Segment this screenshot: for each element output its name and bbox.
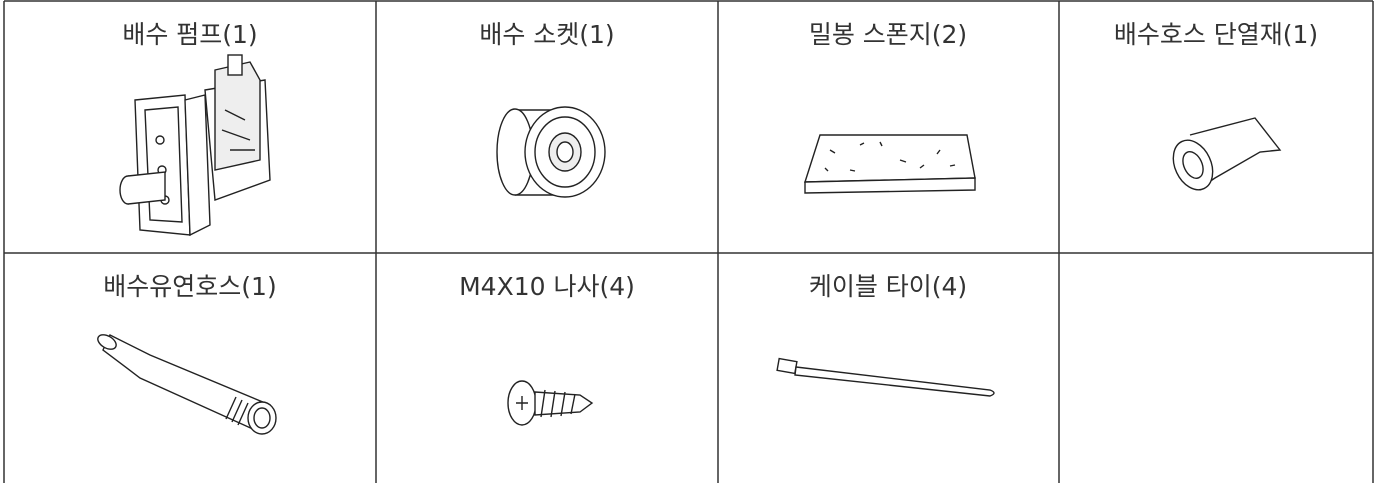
cell-label: M4X10 나사(4) <box>459 272 635 301</box>
sealing-sponge-image <box>804 134 976 194</box>
flexible-hose-image <box>97 334 277 435</box>
table-grid <box>3 0 1374 483</box>
drain-socket-image <box>496 106 606 198</box>
cell-label: 배수유연호스(1) <box>103 272 276 301</box>
cell-label: 배수 펌프(1) <box>122 20 257 49</box>
cell-label: 배수호스 단열재(1) <box>1114 20 1318 49</box>
cell-label: 배수 소켓(1) <box>479 20 614 49</box>
hose-insulation-image <box>1172 117 1282 191</box>
cable-tie-image <box>776 357 995 397</box>
cell-label: 케이블 타이(4) <box>809 272 967 301</box>
screw-image <box>507 380 594 426</box>
drain-pump-image <box>119 54 271 237</box>
cell-label: 밀봉 스폰지(2) <box>809 20 967 49</box>
